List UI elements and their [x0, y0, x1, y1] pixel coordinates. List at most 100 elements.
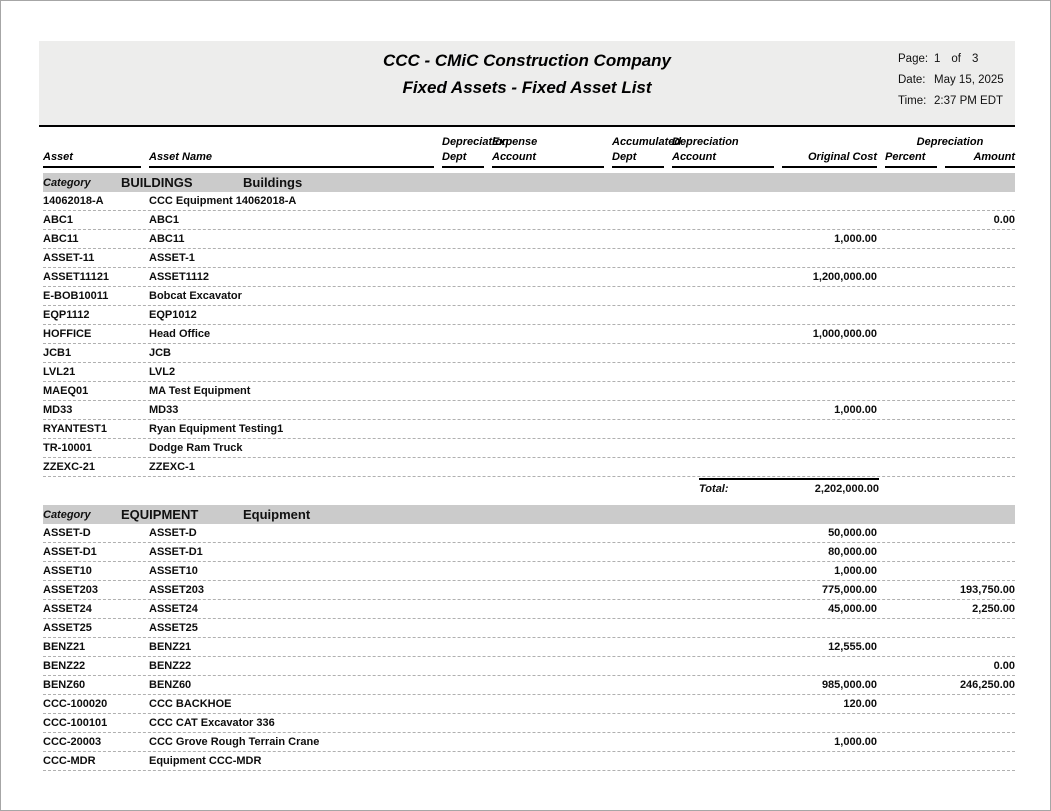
table-row: ASSET203 ASSET203 775,000.00 193,750.00	[43, 581, 1015, 600]
original-cost-cell: 12,555.00	[828, 641, 877, 653]
original-cost-cell	[782, 382, 877, 400]
col-original-cost: Original Cost	[782, 150, 877, 168]
asset-code-cell: BENZ22	[43, 660, 86, 672]
table-row: 14062018-A CCC Equipment 14062018-A	[43, 192, 1015, 211]
time-label: Time:	[898, 95, 927, 107]
asset-code-cell: TR-10001	[43, 442, 92, 454]
asset-name-cell: ASSET10	[149, 565, 198, 577]
time-value: 2:37 PM EDT	[934, 95, 1004, 107]
table-row: E-BOB10011 Bobcat Excavator	[43, 287, 1015, 306]
col-amount: Amount	[945, 150, 1015, 168]
asset-code-cell: ASSET11121	[43, 271, 110, 283]
asset-name-cell: Bobcat Excavator	[149, 290, 242, 302]
asset-code-cell: HOFFICE	[43, 328, 92, 340]
report-title-block: CCC - CMiC Construction Company Fixed As…	[39, 47, 1015, 101]
page-info-block: Page: 1 of 3 Date: May 15, 2025 Time: 2:37 PM…	[898, 49, 1013, 112]
table-row: CCC-20003 CCC Grove Rough Terrain Crane 1,…	[43, 733, 1015, 752]
original-cost-cell	[782, 249, 877, 267]
original-cost-cell: 50,000.00	[828, 527, 877, 539]
report-title: Fixed Assets - Fixed Asset List	[402, 78, 652, 97]
asset-code-cell: ZZEXC-21	[43, 461, 95, 473]
table-row: JCB1 JCB	[43, 344, 1015, 363]
col-depreciation-account-group: Depreciation	[672, 136, 739, 148]
original-cost-cell	[782, 363, 877, 381]
table-row: ZZEXC-21 ZZEXC-1	[43, 458, 1015, 477]
depreciation-amount-cell	[945, 439, 1015, 457]
depreciation-amount-cell	[945, 344, 1015, 362]
table-row: CCC-100101 CCC CAT Excavator 336	[43, 714, 1015, 733]
asset-code-cell: MD33	[43, 404, 73, 416]
asset-name-cell: ZZEXC-1	[149, 461, 195, 473]
asset-name-cell: CCC BACKHOE	[149, 698, 232, 710]
asset-name-cell: ASSET-D1	[149, 546, 203, 558]
asset-code-cell: CCC-100101	[43, 717, 108, 729]
asset-code-cell: ASSET-D1	[43, 546, 97, 558]
category-name: Equipment	[243, 507, 311, 522]
asset-name-cell: CCC CAT Excavator 336	[149, 717, 275, 729]
col-depreciation-amount-group: Depreciation	[916, 136, 984, 148]
original-cost-cell: 120.00	[843, 698, 877, 710]
asset-name-cell: EQP1012	[149, 309, 197, 321]
table-row: BENZ22 BENZ22 0.00	[43, 657, 1015, 676]
date-info-row: Date: May 15, 2025	[898, 70, 1013, 91]
section-total-row: Total: 2,202,000.00	[699, 478, 879, 500]
depreciation-amount-cell: 246,250.00	[959, 679, 1015, 691]
asset-code-cell: 14062018-A	[43, 195, 104, 207]
asset-name-cell: ABC1	[149, 214, 179, 226]
asset-code-cell: ABC1	[43, 214, 73, 226]
asset-code-cell: ASSET-D	[43, 527, 91, 539]
original-cost-cell	[782, 211, 877, 229]
original-cost-cell: 1,000.00	[834, 233, 877, 245]
depreciation-amount-cell: 2,250.00	[972, 603, 1015, 615]
col-depreciation-account: Account	[672, 150, 774, 168]
page-of-label: of	[951, 53, 961, 65]
page-label: Page:	[898, 53, 929, 65]
depreciation-amount-cell	[945, 401, 1015, 419]
depreciation-amount-cell	[945, 325, 1015, 343]
asset-code-cell: ASSET10	[43, 565, 92, 577]
asset-code-cell: ABC11	[43, 233, 79, 245]
col-expense-account: Account	[492, 150, 604, 168]
table-row: ASSET25 ASSET25	[43, 619, 1015, 638]
depreciation-amount-cell	[945, 420, 1015, 438]
depreciation-amount-cell	[945, 458, 1015, 476]
asset-code-cell: ASSET203	[43, 584, 99, 596]
original-cost-cell: 1,000.00	[834, 565, 877, 577]
table-row: CCC-100020 CCC BACKHOE 120.00	[43, 695, 1015, 714]
depreciation-amount-cell	[945, 287, 1015, 305]
original-cost-cell	[782, 287, 877, 305]
asset-name-cell: CCC Grove Rough Terrain Crane	[149, 736, 320, 748]
col-accumulated-dept: Dept	[612, 150, 664, 168]
category-band-buildings: Category BUILDINGS Buildings	[43, 173, 1015, 192]
original-cost-cell	[782, 344, 877, 362]
asset-code-cell: CCC-100020	[43, 698, 108, 710]
table-row: MD33 MD33 1,000.00	[43, 401, 1015, 420]
category-label: Category	[43, 176, 91, 189]
column-header-row-top: Depreciation Expense Accumulated Depreci…	[43, 135, 1015, 150]
date-label: Date:	[898, 74, 926, 86]
rows-equipment: ASSET-D ASSET-D 50,000.00 ASSET-D1 ASSET-D1 8…	[43, 524, 1015, 771]
table-row: ASSET11121 ASSET1112 1,200,000.00	[43, 268, 1015, 287]
col-percent: Percent	[885, 150, 937, 168]
original-cost-cell: 1,000,000.00	[812, 328, 877, 340]
col-asset-name: Asset Name	[149, 150, 434, 168]
table-row: TR-10001 Dodge Ram Truck	[43, 439, 1015, 458]
category-code: BUILDINGS	[121, 175, 193, 190]
asset-name-cell: Equipment CCC-MDR	[149, 755, 262, 767]
depreciation-amount-cell	[945, 638, 1015, 656]
depreciation-amount-cell	[945, 363, 1015, 381]
table-row: ASSET24 ASSET24 45,000.00 2,250.00	[43, 600, 1015, 619]
asset-name-cell: ASSET-1	[149, 252, 195, 264]
col-expense-group: Expense	[492, 136, 538, 148]
asset-name-cell: Ryan Equipment Testing1	[149, 423, 284, 435]
page-number: 1	[934, 53, 941, 65]
asset-code-cell: MAEQ01	[43, 385, 89, 397]
asset-code-cell: EQP1112	[43, 309, 90, 321]
asset-code-cell: ASSET25	[43, 622, 92, 634]
depreciation-amount-cell	[945, 562, 1015, 580]
asset-name-cell: CCC Equipment 14062018-A	[149, 195, 297, 207]
rows-buildings: 14062018-A CCC Equipment 14062018-A ABC1 AB…	[43, 192, 1015, 477]
asset-name-cell: JCB	[149, 347, 172, 359]
original-cost-cell	[782, 439, 877, 457]
